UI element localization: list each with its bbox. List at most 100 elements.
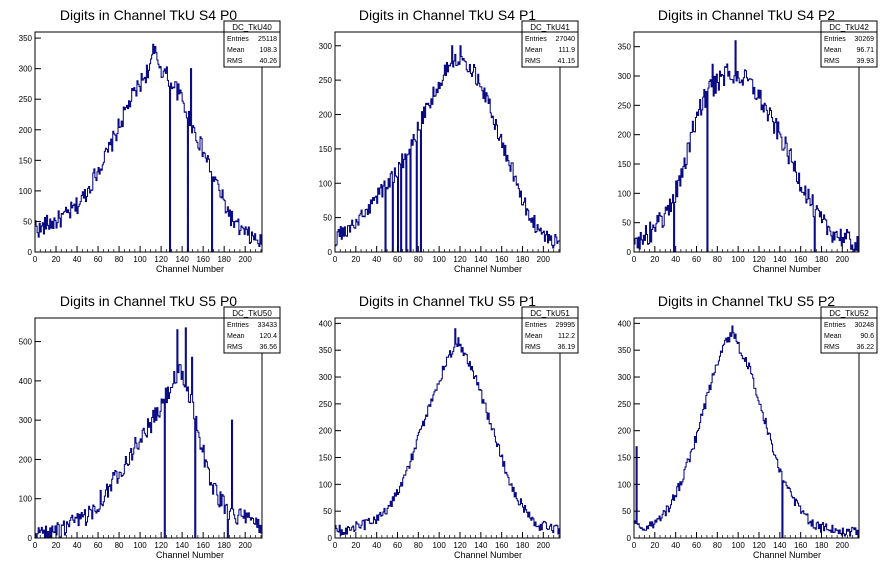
x-tick-label: 40 xyxy=(372,541,381,550)
y-tick-label: 400 xyxy=(618,319,632,328)
x-tick-label: 100 xyxy=(133,541,147,550)
y-tick-label: 100 xyxy=(319,480,333,489)
x-tick-label: 80 xyxy=(115,541,124,550)
y-tick-label: 300 xyxy=(319,42,333,51)
stats-value: 90.6 xyxy=(860,333,874,340)
stats-value: 30269 xyxy=(855,36,875,43)
x-tick-label: 80 xyxy=(414,541,423,550)
y-tick-label: 150 xyxy=(319,145,333,154)
stats-value: 39.93 xyxy=(856,58,874,65)
x-axis-title: Channel Number xyxy=(753,550,821,560)
y-tick-label: 400 xyxy=(19,377,33,386)
stats-value: 30248 xyxy=(855,322,875,329)
stats-value: 36.19 xyxy=(557,344,575,351)
stats-value: 25118 xyxy=(258,36,277,43)
y-tick-label: 400 xyxy=(319,319,333,328)
y-tick-label: 300 xyxy=(19,65,33,74)
x-tick-label: 180 xyxy=(516,541,530,550)
x-axis-title: Channel Number xyxy=(156,550,224,560)
x-tick-label: 60 xyxy=(393,255,402,264)
y-tick-label: 200 xyxy=(618,427,632,436)
y-tick-label: 150 xyxy=(19,156,33,165)
stats-value: 41.15 xyxy=(557,58,575,65)
x-tick-label: 40 xyxy=(372,255,381,264)
stats-box-frame xyxy=(521,306,579,354)
y-tick-label: 250 xyxy=(319,400,333,409)
stats-value: 112.2 xyxy=(558,333,575,340)
histogram-panel-4: Digits in Channel TkU S5 P0 0 20 40 60 80 100 1… xyxy=(19,293,281,560)
histogram-line xyxy=(334,45,560,253)
plot-frame xyxy=(334,31,561,253)
y-tick-label: 50 xyxy=(323,214,332,223)
stats-label: RMS xyxy=(824,344,840,351)
y-tick-label: 300 xyxy=(618,72,632,81)
x-tick-label: 40 xyxy=(73,541,82,550)
stats-label: Mean xyxy=(824,333,842,340)
x-tick-label: 40 xyxy=(73,255,82,264)
stats-label: Entries xyxy=(824,322,846,329)
stats-label: RMS xyxy=(525,344,541,351)
x-tick-label: 100 xyxy=(432,541,446,550)
x-tick-label: 180 xyxy=(217,255,231,264)
stats-name: DC_TkU41 xyxy=(530,23,570,32)
stats-label: RMS xyxy=(227,344,243,351)
x-tick-label: 20 xyxy=(52,541,61,550)
stats-label: Mean xyxy=(227,333,245,340)
x-tick-label: 0 xyxy=(33,541,38,550)
panel-title: Digits in Channel TkU S5 P2 xyxy=(658,293,835,309)
x-tick-label: 180 xyxy=(217,541,231,550)
x-tick-label: 200 xyxy=(239,541,253,550)
x-tick-label: 140 xyxy=(175,541,189,550)
y-tick-label: 50 xyxy=(323,507,332,516)
stats-value: 111.9 xyxy=(559,47,576,54)
stats-name: DC_TkU50 xyxy=(232,309,272,318)
histogram-line xyxy=(34,43,262,253)
histogram-panel-2: Digits in Channel TkU S4 P1 0 20 40 60 80 100 1… xyxy=(319,7,579,274)
stats-label: RMS xyxy=(227,58,243,65)
histogram-panel-1: Digits in Channel TkU S4 P0 0 20 40 60 80 100 1… xyxy=(19,7,281,274)
y-tick-label: 0 xyxy=(627,248,632,257)
stats-label: Mean xyxy=(824,47,842,54)
stats-label: Entries xyxy=(227,322,249,329)
stats-label: Mean xyxy=(525,47,543,54)
y-tick-label: 50 xyxy=(622,219,631,228)
y-tick-label: 200 xyxy=(319,111,333,120)
x-tick-label: 140 xyxy=(773,255,787,264)
y-tick-label: 300 xyxy=(319,373,333,382)
plot-frame xyxy=(34,317,263,539)
stats-box: DC_TkU52 Entries 30248 Mean 90.6 RMS 36.22 xyxy=(820,306,878,354)
x-tick-label: 60 xyxy=(692,255,701,264)
stats-box: DC_TkU51 Entries 29995 Mean 112.2 RMS 36.19 xyxy=(521,306,579,354)
panel-title: Digits in Channel TkU S5 P0 xyxy=(60,293,237,309)
x-tick-label: 200 xyxy=(537,541,551,550)
x-tick-label: 120 xyxy=(453,255,467,264)
y-tick-label: 150 xyxy=(319,454,333,463)
plot-frame xyxy=(633,317,860,539)
stats-label: Entries xyxy=(227,36,249,43)
stats-box: DC_TkU42 Entries 30269 Mean 96.71 RMS 39.93 xyxy=(820,20,878,68)
stats-label: Entries xyxy=(525,322,547,329)
x-tick-label: 200 xyxy=(836,255,850,264)
y-tick-label: 100 xyxy=(19,187,33,196)
x-tick-label: 140 xyxy=(773,541,787,550)
plot-frame xyxy=(334,317,561,539)
panel-title: Digits in Channel TkU S4 P1 xyxy=(359,7,536,23)
x-tick-label: 100 xyxy=(133,255,147,264)
y-tick-label: 350 xyxy=(19,34,33,43)
x-axis-title: Channel Number xyxy=(454,550,522,560)
panel-title: Digits in Channel TkU S5 P1 xyxy=(359,293,536,309)
x-axis-title: Channel Number xyxy=(753,264,821,274)
x-tick-label: 120 xyxy=(752,541,766,550)
x-tick-label: 60 xyxy=(94,541,103,550)
stats-value: 120.4 xyxy=(259,333,277,340)
stats-value: 96.71 xyxy=(856,47,874,54)
x-tick-label: 0 xyxy=(333,255,338,264)
stats-label: RMS xyxy=(525,58,541,65)
y-tick-label: 350 xyxy=(618,346,632,355)
stats-label: Mean xyxy=(525,333,543,340)
y-tick-label: 300 xyxy=(618,373,632,382)
stats-name: DC_TkU52 xyxy=(829,309,869,318)
y-tick-label: 50 xyxy=(622,507,631,516)
x-tick-label: 60 xyxy=(692,541,701,550)
